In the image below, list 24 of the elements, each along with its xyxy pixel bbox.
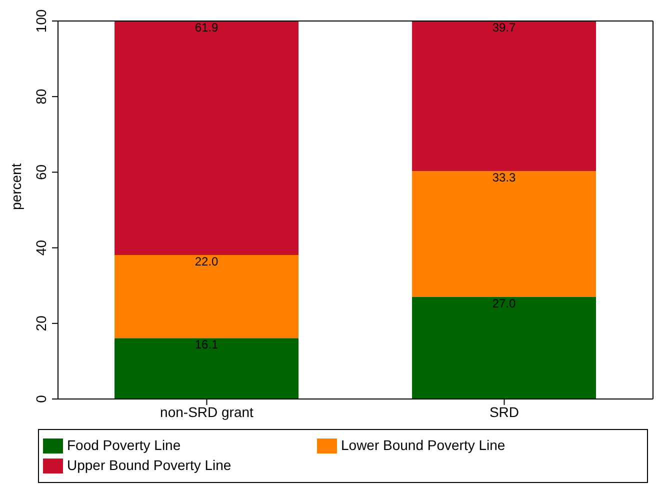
bar bbox=[412, 21, 596, 172]
legend-label: Lower Bound Poverty Line bbox=[341, 437, 506, 454]
y-tick-label: 100 bbox=[33, 9, 49, 33]
y-tick-label: 80 bbox=[33, 88, 49, 104]
data-label: 27.0 bbox=[492, 296, 516, 310]
x-tick-label: non-SRD grant bbox=[160, 404, 254, 420]
data-label: 33.3 bbox=[492, 170, 516, 185]
bar bbox=[412, 171, 596, 297]
legend-label: Upper Bound Poverty Line bbox=[67, 457, 232, 474]
bar bbox=[114, 21, 299, 255]
data-label: 22.0 bbox=[194, 254, 219, 268]
y-tick-label: 20 bbox=[33, 315, 49, 332]
y-tick-label: 40 bbox=[33, 240, 49, 256]
data-label: 39.7 bbox=[492, 20, 516, 35]
data-label: 16.1 bbox=[194, 338, 219, 352]
legend-label: Food Poverty Line bbox=[67, 437, 182, 454]
x-tick-label: SRD bbox=[489, 404, 520, 420]
data-label: 61.9 bbox=[194, 20, 219, 35]
bar bbox=[114, 338, 299, 399]
y-tick-label: 0 bbox=[33, 394, 49, 403]
bar bbox=[114, 254, 299, 338]
y-tick-label: 60 bbox=[33, 164, 49, 180]
bar bbox=[412, 296, 596, 399]
y-axis-title: percent bbox=[8, 163, 24, 210]
